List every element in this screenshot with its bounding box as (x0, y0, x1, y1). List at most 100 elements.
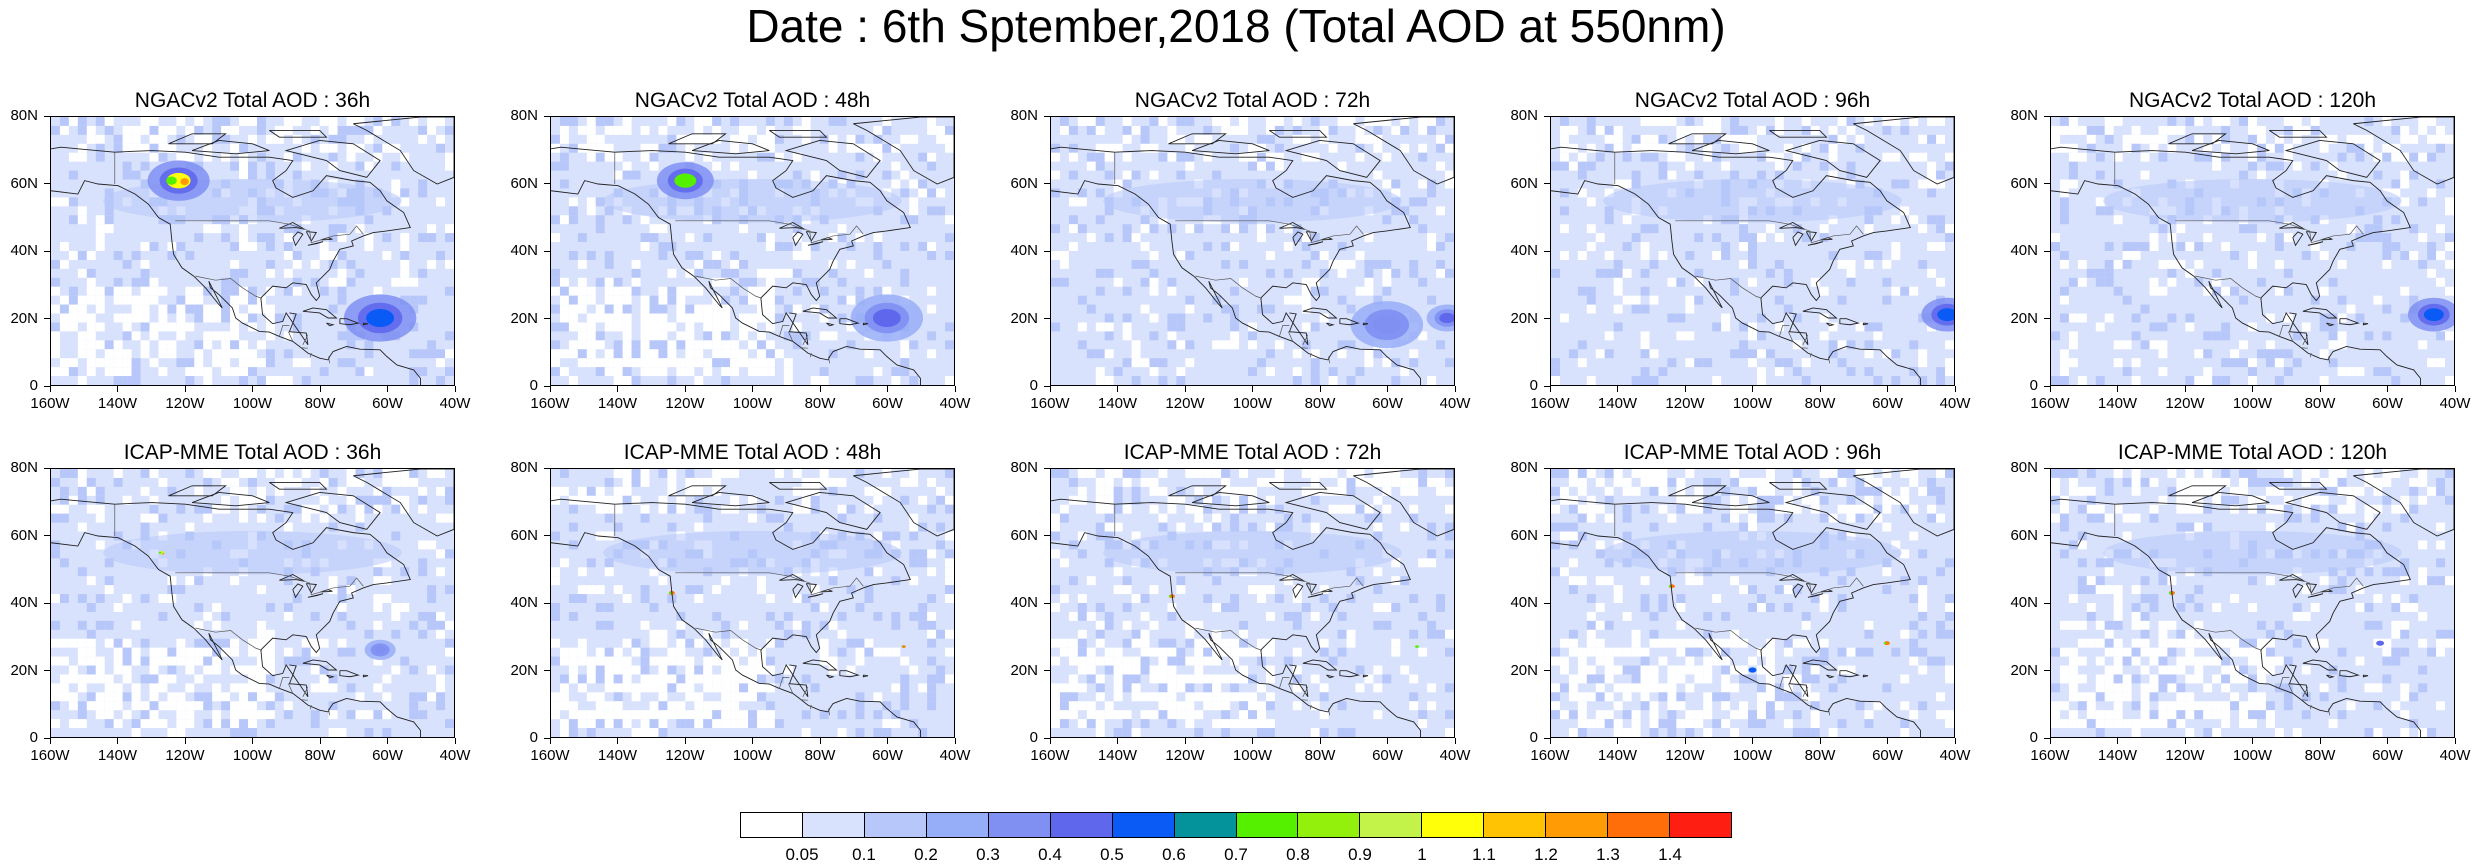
lat-tick-label: 60N (998, 176, 1038, 192)
lon-tick (1955, 738, 1956, 744)
colorbar-label: 0.05 (780, 846, 824, 864)
lon-tick-label: 40W (2430, 396, 2472, 412)
lon-tick (1117, 738, 1118, 744)
lat-tick (1044, 318, 1050, 319)
colorbar-label: 1.2 (1524, 846, 1568, 864)
lon-tick (2387, 386, 2388, 392)
lon-tick (1320, 738, 1321, 744)
lat-tick-label: 40N (1998, 595, 2038, 611)
lat-tick (1044, 251, 1050, 252)
lat-tick (44, 116, 50, 117)
lon-tick (50, 738, 51, 744)
lon-tick-label: 160W (1025, 396, 1075, 412)
aod-field (1051, 469, 1454, 737)
lat-tick (544, 468, 550, 469)
lon-tick (1252, 386, 1253, 392)
lon-tick-label: 40W (930, 748, 980, 764)
lat-tick (544, 183, 550, 184)
lat-tick-label: 0 (0, 378, 38, 394)
lat-tick-label: 40N (1498, 243, 1538, 259)
lon-tick-label: 120W (1160, 396, 1210, 412)
colorbar-label: 1.3 (1586, 846, 1630, 864)
lon-tick (1455, 386, 1456, 392)
aod-map (550, 116, 955, 386)
lon-tick-label: 120W (2160, 748, 2210, 764)
aod-map (2050, 116, 2455, 386)
lon-tick-label: 120W (660, 748, 710, 764)
colorbar-segment (1175, 813, 1237, 837)
lon-tick-label: 60W (863, 748, 913, 764)
aod-field (51, 469, 454, 737)
aod-map (1050, 116, 1455, 386)
lat-tick-label: 20N (998, 311, 1038, 327)
lat-tick (1044, 183, 1050, 184)
lon-tick (1887, 386, 1888, 392)
lat-tick (44, 251, 50, 252)
lon-tick-label: 140W (1593, 748, 1643, 764)
lat-tick-label: 60N (998, 528, 1038, 544)
lon-tick-label: 120W (160, 748, 210, 764)
lon-tick (1685, 386, 1686, 392)
lat-tick (44, 670, 50, 671)
lon-tick-label: 160W (1525, 396, 1575, 412)
lon-tick (2455, 386, 2456, 392)
lon-tick (1387, 738, 1388, 744)
lat-tick-label: 80N (0, 460, 38, 476)
lon-tick-label: 140W (593, 396, 643, 412)
colorbar-segment (927, 813, 989, 837)
lon-tick-label: 160W (2025, 748, 2075, 764)
lon-tick (2252, 386, 2253, 392)
lon-tick (820, 738, 821, 744)
lat-tick (2044, 535, 2050, 536)
aod-field (551, 117, 954, 385)
lon-tick (455, 738, 456, 744)
lon-tick (550, 386, 551, 392)
lon-tick-label: 160W (1525, 748, 1575, 764)
lat-tick (544, 603, 550, 604)
lat-tick-label: 80N (1498, 460, 1538, 476)
lat-tick-label: 60N (1498, 528, 1538, 544)
lat-tick (1044, 603, 1050, 604)
lat-tick-label: 60N (498, 176, 538, 192)
lon-tick-label: 40W (1930, 396, 1980, 412)
colorbar-label: 0.8 (1276, 846, 1320, 864)
lat-tick-label: 20N (498, 311, 538, 327)
lat-tick-label: 40N (1498, 595, 1538, 611)
lon-tick (2387, 738, 2388, 744)
lon-tick-label: 60W (2363, 748, 2413, 764)
lon-tick-label: 100W (728, 396, 778, 412)
lat-tick-label: 0 (498, 730, 538, 746)
lon-tick (1617, 738, 1618, 744)
lon-tick (185, 386, 186, 392)
lon-tick (1685, 738, 1686, 744)
colorbar-segment (989, 813, 1051, 837)
lon-tick (1455, 738, 1456, 744)
lon-tick-label: 60W (1363, 748, 1413, 764)
aod-field (1051, 117, 1454, 385)
lon-tick-label: 140W (2093, 396, 2143, 412)
lon-tick-label: 100W (1228, 748, 1278, 764)
lon-tick (2050, 738, 2051, 744)
lon-tick (252, 738, 253, 744)
lon-tick (1955, 386, 1956, 392)
lon-tick (617, 386, 618, 392)
panel-title: NGACv2 Total AOD : 36h (50, 88, 455, 114)
lon-tick (955, 386, 956, 392)
lat-tick-label: 0 (998, 378, 1038, 394)
lat-tick (544, 116, 550, 117)
lon-tick-label: 40W (2430, 748, 2472, 764)
lon-tick-label: 40W (1430, 748, 1480, 764)
colorbar-segment (1051, 813, 1113, 837)
lon-tick (320, 738, 321, 744)
lon-tick (2185, 386, 2186, 392)
lat-tick (44, 603, 50, 604)
lat-tick-label: 60N (1498, 176, 1538, 192)
lon-tick-label: 100W (228, 396, 278, 412)
lat-tick (2044, 603, 2050, 604)
lon-tick (320, 386, 321, 392)
lon-tick (1387, 386, 1388, 392)
lon-tick-label: 160W (2025, 396, 2075, 412)
